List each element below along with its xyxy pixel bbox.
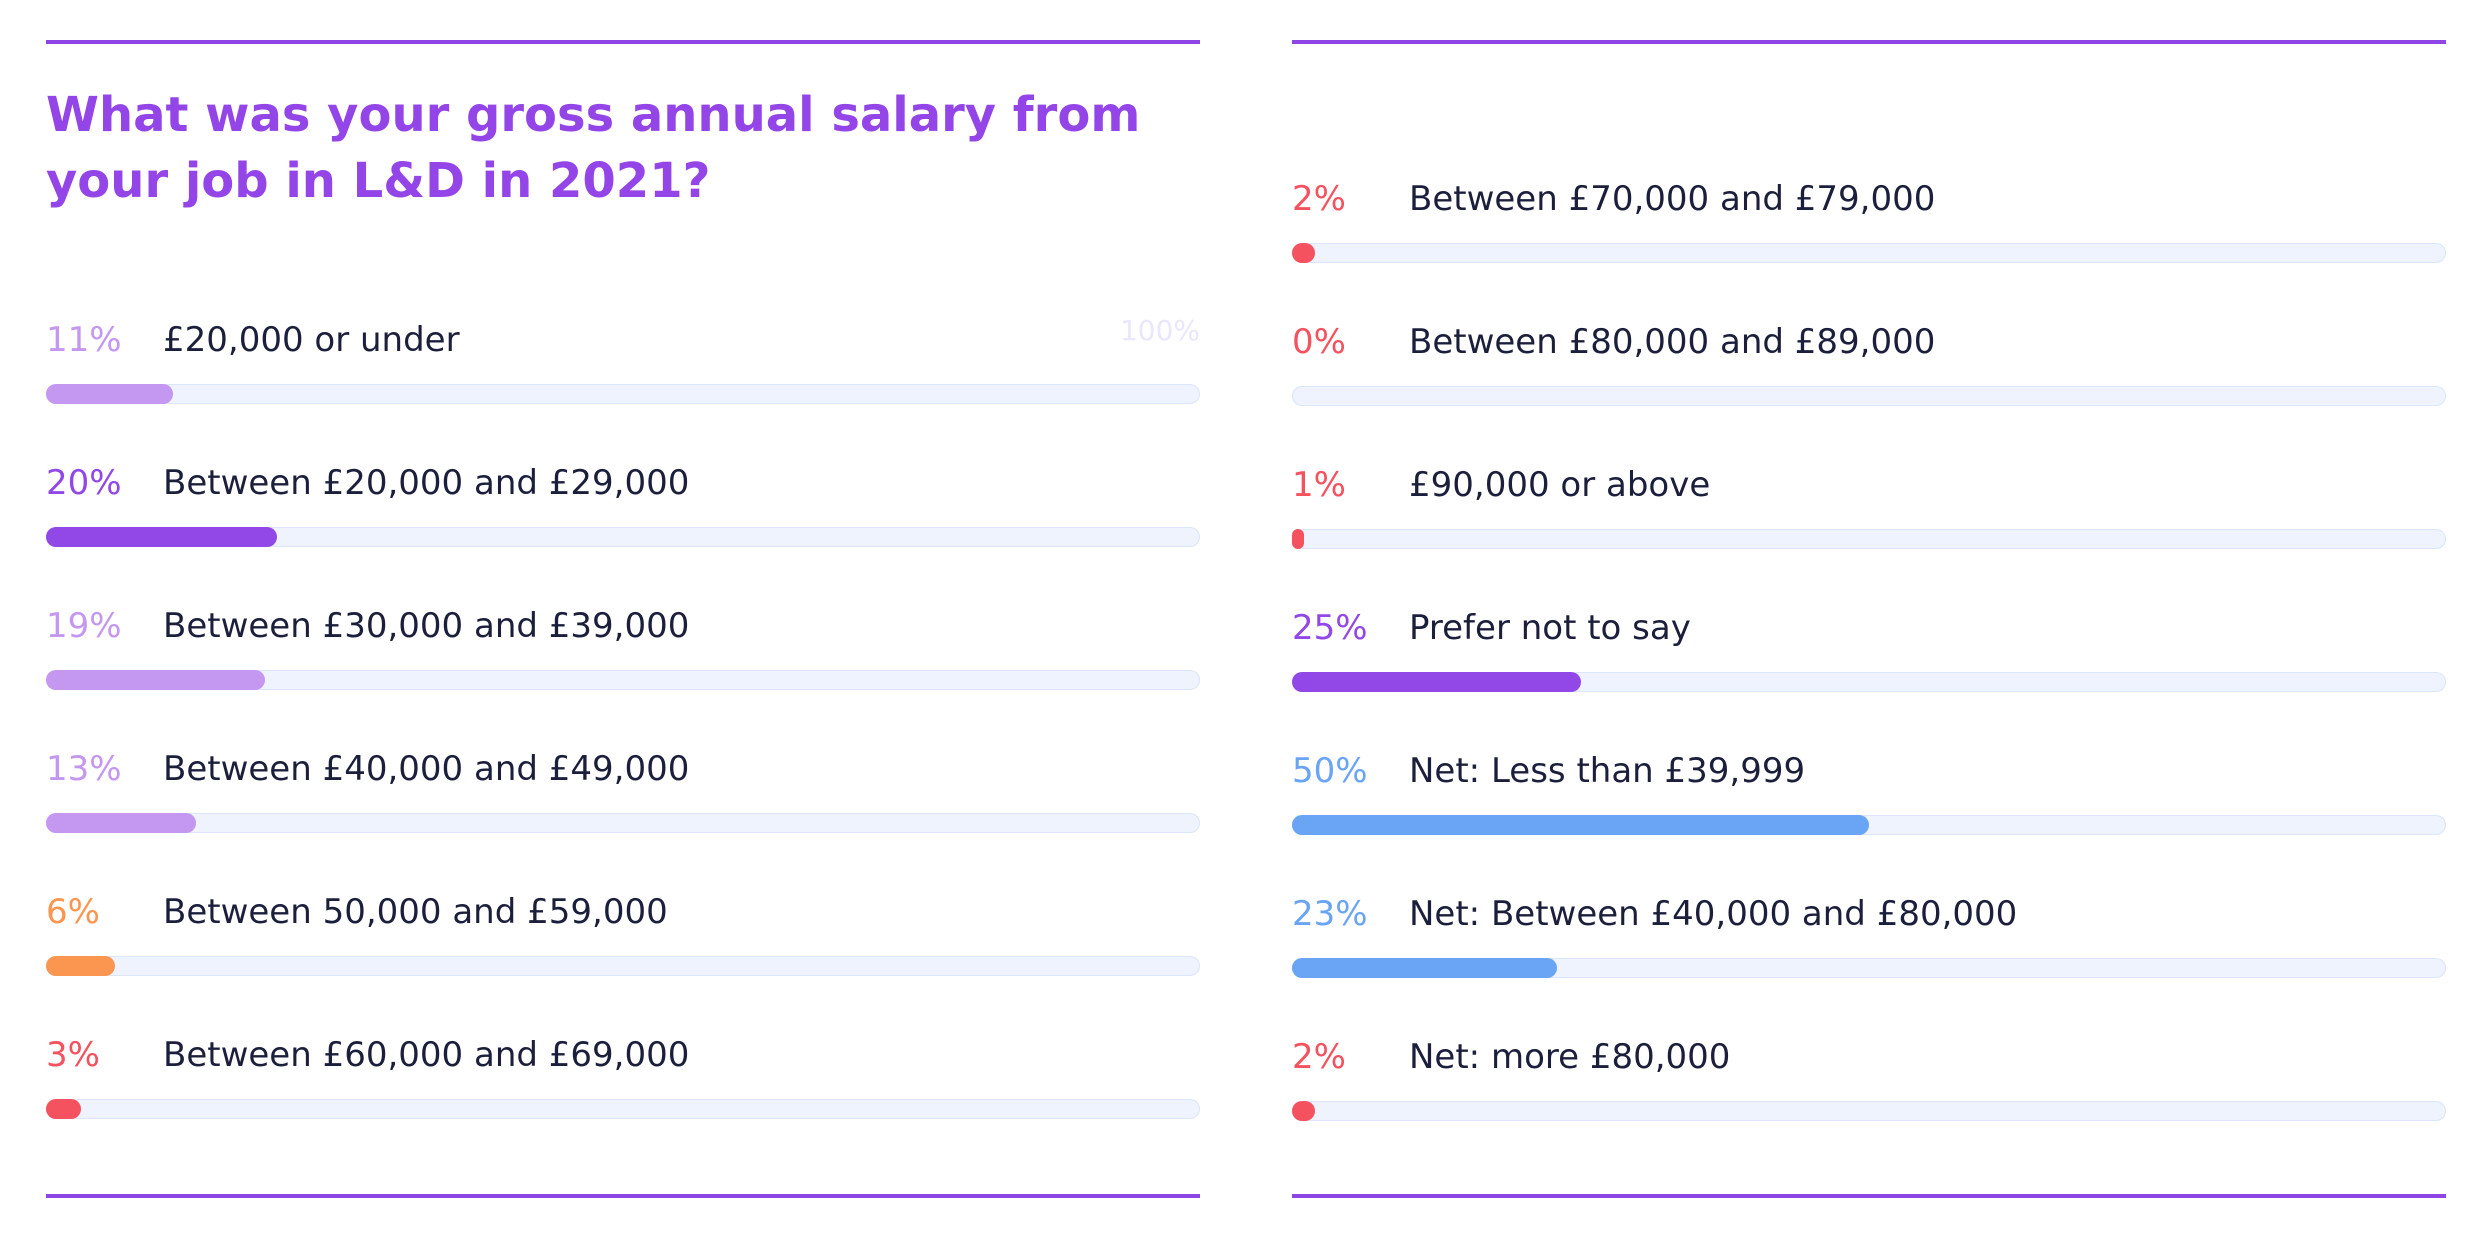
- bar-track: [1292, 815, 2446, 835]
- bar-track: [46, 813, 1200, 833]
- category-label: Between £70,000 and £79,000: [1409, 179, 1936, 219]
- bar-fill: [1292, 243, 1315, 263]
- bar-track: [46, 384, 1200, 404]
- percent-label: 23%: [1292, 894, 1368, 934]
- bar-fill: [46, 670, 265, 690]
- bar-track: [1292, 529, 2446, 549]
- percent-label: 6%: [46, 892, 100, 932]
- bar-row: 1% £90,000 or above: [1292, 463, 2446, 563]
- right-panel: 2% Between £70,000 and £79,000 0% Between £…: [1292, 0, 2446, 1245]
- percent-label: 50%: [1292, 751, 1368, 791]
- bottom-divider: [46, 1194, 1200, 1198]
- category-label: Between £80,000 and £89,000: [1409, 322, 1936, 362]
- bar-track: [1292, 1101, 2446, 1121]
- bar-track: [1292, 958, 2446, 978]
- left-bar-list: 11% £20,000 or under 20% Between £20,000 an…: [46, 0, 1200, 1245]
- bar-row: 11% £20,000 or under: [46, 318, 1200, 418]
- chart-title: What was your gross annual salary from y…: [46, 87, 1141, 209]
- category-label: Net: Between £40,000 and £80,000: [1409, 894, 2018, 934]
- percent-label: 19%: [46, 606, 122, 646]
- bar-row: 6% Between 50,000 and £59,000: [46, 890, 1200, 990]
- percent-label: 11%: [46, 320, 122, 360]
- category-label: Net: more £80,000: [1409, 1037, 1731, 1077]
- category-label: Between £30,000 and £39,000: [163, 606, 690, 646]
- scale-max-label: 100%: [1119, 314, 1200, 347]
- bar-row: 2% Between £70,000 and £79,000: [1292, 177, 2446, 277]
- bar-row: 2% Net: more £80,000: [1292, 1035, 2446, 1135]
- bar-fill: [46, 956, 115, 976]
- bar-fill: [1292, 672, 1581, 692]
- bar-track: [1292, 672, 2446, 692]
- bar-track: [46, 1099, 1200, 1119]
- bar-track: [1292, 386, 2446, 406]
- bar-fill: [46, 1099, 81, 1119]
- bar-row: 20% Between £20,000 and £29,000: [46, 461, 1200, 561]
- left-panel: What was your gross annual salary from y…: [46, 0, 1200, 1245]
- bar-row: 13% Between £40,000 and £49,000: [46, 747, 1200, 847]
- bar-row: 3% Between £60,000 and £69,000: [46, 1033, 1200, 1133]
- bar-row: 0% Between £80,000 and £89,000: [1292, 320, 2446, 420]
- percent-label: 25%: [1292, 608, 1368, 648]
- bar-row: 25% Prefer not to say: [1292, 606, 2446, 706]
- category-label: Net: Less than £39,999: [1409, 751, 1806, 791]
- bar-row: 23% Net: Between £40,000 and £80,000: [1292, 892, 2446, 992]
- bar-fill: [1292, 815, 1869, 835]
- bar-fill: [1292, 529, 1304, 549]
- percent-label: 0%: [1292, 322, 1346, 362]
- bar-fill: [1292, 958, 1557, 978]
- category-label: Prefer not to say: [1409, 608, 1691, 648]
- right-bar-list: 2% Between £70,000 and £79,000 0% Between £…: [1292, 0, 2446, 1245]
- bar-fill: [46, 384, 173, 404]
- top-divider: [1292, 40, 2446, 44]
- category-label: £90,000 or above: [1409, 465, 1711, 505]
- percent-label: 2%: [1292, 179, 1346, 219]
- category-label: £20,000 or under: [163, 320, 460, 360]
- bar-fill: [1292, 1101, 1315, 1121]
- bar-track: [1292, 243, 2446, 263]
- percent-label: 2%: [1292, 1037, 1346, 1077]
- bar-fill: [46, 813, 196, 833]
- category-label: Between £60,000 and £69,000: [163, 1035, 690, 1075]
- percent-label: 13%: [46, 749, 122, 789]
- category-label: Between 50,000 and £59,000: [163, 892, 668, 932]
- percent-label: 1%: [1292, 465, 1346, 505]
- category-label: Between £40,000 and £49,000: [163, 749, 690, 789]
- top-divider: [46, 40, 1200, 44]
- bar-track: [46, 527, 1200, 547]
- bar-track: [46, 670, 1200, 690]
- bar-fill: [46, 527, 277, 547]
- bottom-divider: [1292, 1194, 2446, 1198]
- bar-row: 50% Net: Less than £39,999: [1292, 749, 2446, 849]
- percent-label: 20%: [46, 463, 122, 503]
- bar-row: 19% Between £30,000 and £39,000: [46, 604, 1200, 704]
- bar-track: [46, 956, 1200, 976]
- percent-label: 3%: [46, 1035, 100, 1075]
- category-label: Between £20,000 and £29,000: [163, 463, 690, 503]
